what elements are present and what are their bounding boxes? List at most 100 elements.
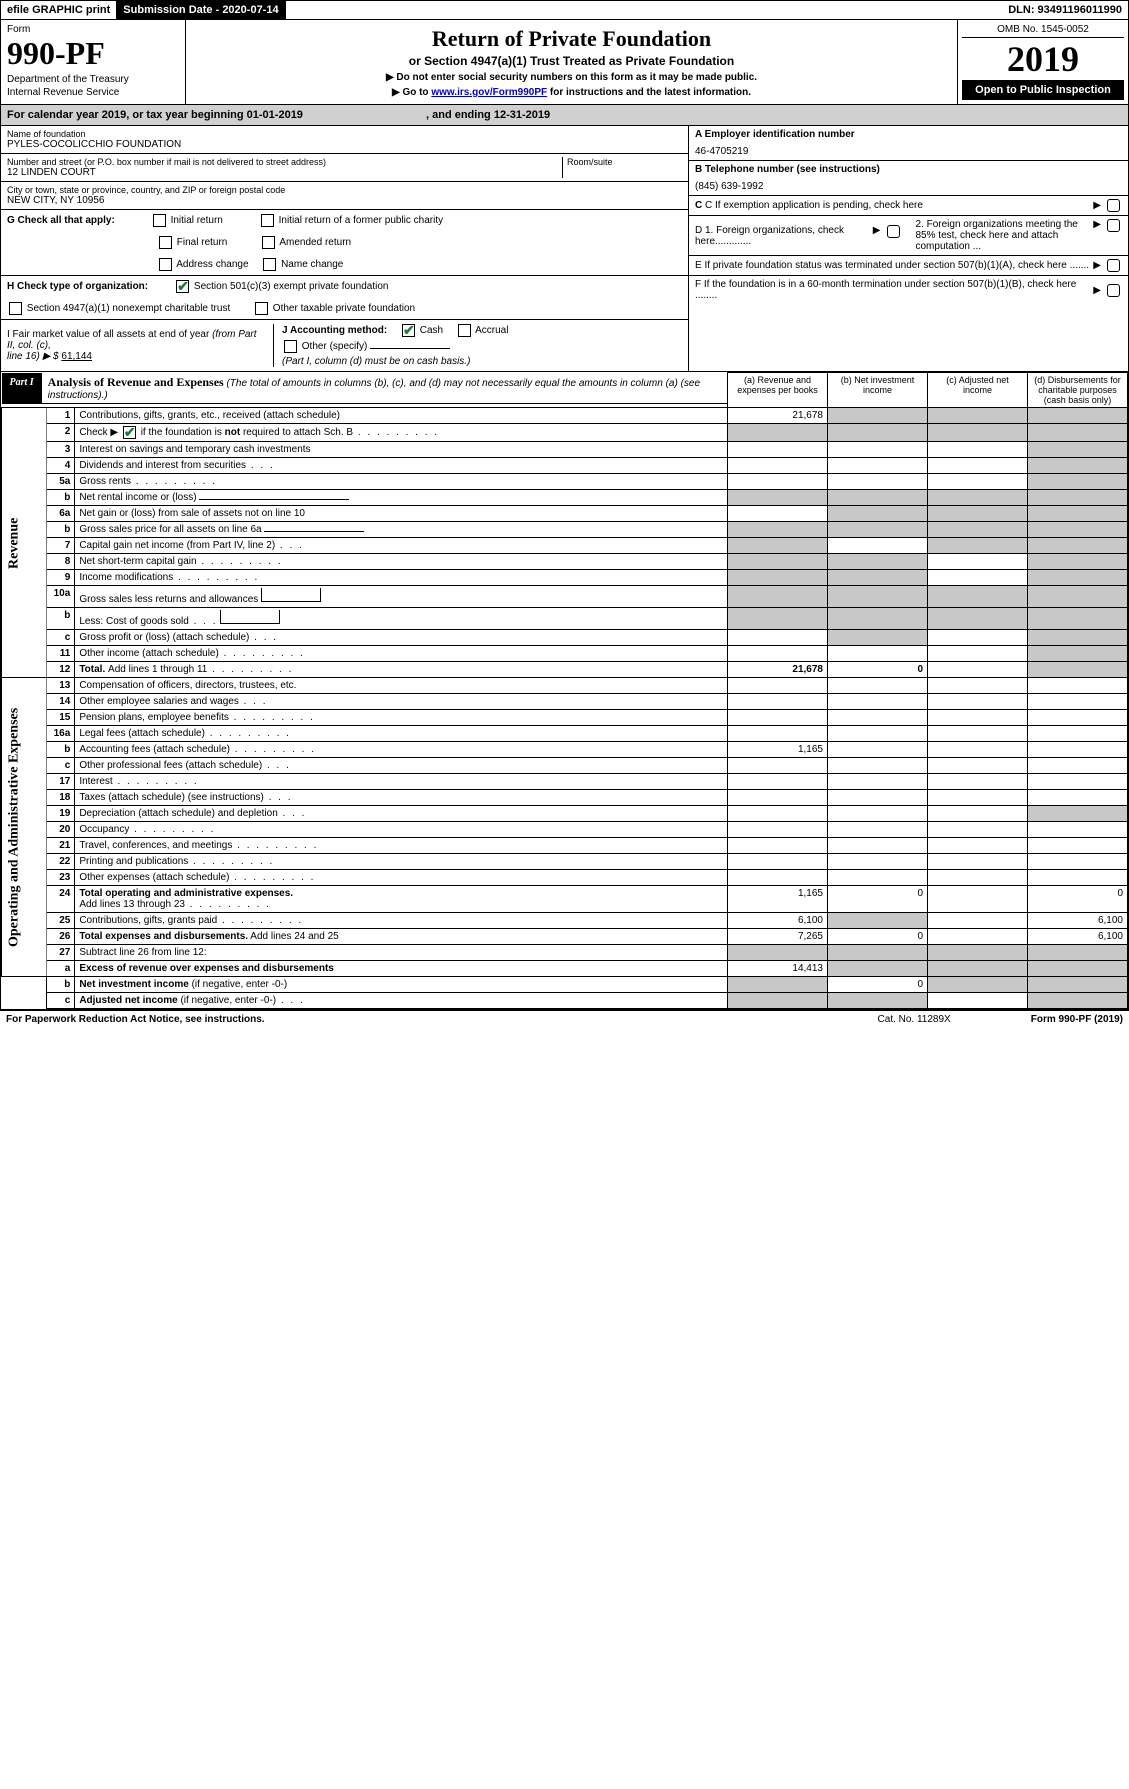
header-row: Form 990-PF Department of the Treasury I… (1, 20, 1128, 104)
d2-checkbox[interactable] (1107, 219, 1120, 232)
table-row: 6aNet gain or (loss) from sale of assets… (2, 506, 1128, 522)
irs-link[interactable]: www.irs.gov/Form990PF (431, 87, 547, 98)
table-row: bNet rental income or (loss) (2, 490, 1128, 506)
calendar-year-row: For calendar year 2019, or tax year begi… (1, 104, 1128, 126)
table-row: 10aGross sales less returns and allowanc… (2, 586, 1128, 608)
table-row: 20Occupancy (2, 822, 1128, 838)
table-row: 8Net short-term capital gain (2, 554, 1128, 570)
info-left: Name of foundation PYLES-COCOLICCHIO FOU… (1, 126, 688, 371)
col-a-header: (a) Revenue and expenses per books (728, 373, 828, 408)
col-b-header: (b) Net investment income (828, 373, 928, 408)
sec4947-checkbox[interactable] (9, 302, 22, 315)
col-c-header: (c) Adjusted net income (928, 373, 1028, 408)
efile-label: efile GRAPHIC print (1, 1, 117, 19)
ssn-note: ▶ Do not enter social security numbers o… (192, 72, 951, 83)
table-row: 24Total operating and administrative exp… (2, 886, 1128, 913)
d-row: D 1. Foreign organizations, check here..… (689, 216, 1128, 256)
c-checkbox[interactable] (1107, 199, 1120, 212)
table-row: 15Pension plans, employee benefits (2, 710, 1128, 726)
initial-return-checkbox[interactable] (153, 214, 166, 227)
foundation-name-cell: Name of foundation PYLES-COCOLICCHIO FOU… (1, 126, 688, 154)
info-right: A Employer identification number 46-4705… (688, 126, 1128, 371)
year-box: OMB No. 1545-0052 2019 Open to Public In… (958, 20, 1128, 104)
table-row: 27Subtract line 26 from line 12: (2, 945, 1128, 961)
tax-year: 2019 (962, 38, 1124, 80)
e-row: E If private foundation status was termi… (689, 256, 1128, 276)
col-d-header: (d) Disbursements for charitable purpose… (1028, 373, 1128, 408)
city-cell: City or town, state or province, country… (1, 182, 688, 210)
ij-row: I Fair market value of all assets at end… (1, 320, 688, 371)
revenue-side-label: Revenue (2, 408, 47, 678)
table-row: 11Other income (attach schedule) (2, 646, 1128, 662)
cash-checkbox[interactable] (402, 324, 415, 337)
name-change-checkbox[interactable] (263, 258, 276, 271)
e-checkbox[interactable] (1107, 259, 1120, 272)
f-row: F If the foundation is in a 60-month ter… (689, 276, 1128, 304)
info-grid: Name of foundation PYLES-COCOLICCHIO FOU… (1, 126, 1128, 372)
form-word: Form (7, 24, 179, 35)
form-container: efile GRAPHIC print Submission Date - 20… (0, 0, 1129, 1010)
table-row: bAccounting fees (attach schedule)1,165 (2, 742, 1128, 758)
f-checkbox[interactable] (1107, 284, 1120, 297)
table-row: 16aLegal fees (attach schedule) (2, 726, 1128, 742)
d1-checkbox[interactable] (887, 225, 900, 238)
schb-checkbox[interactable] (123, 426, 136, 439)
table-row: 17Interest (2, 774, 1128, 790)
table-row: 5aGross rents (2, 474, 1128, 490)
table-row: bGross sales price for all assets on lin… (2, 522, 1128, 538)
form-number: 990-PF (7, 35, 179, 72)
form-ref: Form 990-PF (2019) (1031, 1014, 1123, 1025)
table-row: aExcess of revenue over expenses and dis… (2, 961, 1128, 977)
irs-label: Internal Revenue Service (7, 87, 179, 98)
table-row: 19Depreciation (attach schedule) and dep… (2, 806, 1128, 822)
dept-treasury: Department of the Treasury (7, 74, 179, 85)
form-title: Return of Private Foundation (192, 26, 951, 52)
table-row: 7Capital gain net income (from Part IV, … (2, 538, 1128, 554)
initial-former-checkbox[interactable] (261, 214, 274, 227)
address-cell: Number and street (or P.O. box number if… (1, 154, 688, 182)
part1-tag: Part I (2, 373, 42, 404)
pra-notice: For Paperwork Reduction Act Notice, see … (6, 1014, 265, 1025)
final-return-checkbox[interactable] (159, 236, 172, 249)
fmv-value: 61,144 (61, 351, 92, 362)
form-box: Form 990-PF Department of the Treasury I… (1, 20, 186, 104)
table-row: Revenue 1Contributions, gifts, grants, e… (2, 408, 1128, 424)
other-method-checkbox[interactable] (284, 340, 297, 353)
table-row: 21Travel, conferences, and meetings (2, 838, 1128, 854)
table-row: 12Total. Add lines 1 through 1121,6780 (2, 662, 1128, 678)
table-row: 18Taxes (attach schedule) (see instructi… (2, 790, 1128, 806)
phone-cell: B Telephone number (see instructions) (8… (689, 161, 1128, 196)
address-change-checkbox[interactable] (159, 258, 172, 271)
title-box: Return of Private Foundation or Section … (186, 20, 958, 104)
table-row: Operating and Administrative Expenses 13… (2, 678, 1128, 694)
cat-no: Cat. No. 11289X (878, 1014, 951, 1025)
omb-number: OMB No. 1545-0052 (962, 24, 1124, 38)
goto-note: ▶ Go to www.irs.gov/Form990PF for instru… (192, 87, 951, 98)
submission-date: Submission Date - 2020-07-14 (117, 1, 285, 19)
part1-header: Part I Analysis of Revenue and Expenses … (2, 373, 728, 404)
part1-title: Analysis of Revenue and Expenses (The to… (42, 373, 727, 404)
table-row: cGross profit or (loss) (attach schedule… (2, 630, 1128, 646)
top-bar: efile GRAPHIC print Submission Date - 20… (1, 1, 1128, 20)
table-row: 9Income modifications (2, 570, 1128, 586)
sec501-checkbox[interactable] (176, 280, 189, 293)
form-subtitle: or Section 4947(a)(1) Trust Treated as P… (192, 54, 951, 68)
c-row: C C If exemption application is pending,… (689, 196, 1128, 216)
table-row: 2Check ▶ if the foundation is not requir… (2, 424, 1128, 442)
other-taxable-checkbox[interactable] (255, 302, 268, 315)
table-row: 3Interest on savings and temporary cash … (2, 442, 1128, 458)
table-row: 14Other employee salaries and wages (2, 694, 1128, 710)
amended-return-checkbox[interactable] (262, 236, 275, 249)
expenses-side-label: Operating and Administrative Expenses (2, 678, 47, 977)
h-row: H Check type of organization: Section 50… (1, 276, 688, 320)
table-row: 4Dividends and interest from securities (2, 458, 1128, 474)
table-row: cOther professional fees (attach schedul… (2, 758, 1128, 774)
g-row: G Check all that apply: Initial return I… (1, 210, 688, 276)
table-row: bNet investment income (if negative, ent… (2, 977, 1128, 993)
open-public: Open to Public Inspection (962, 80, 1124, 100)
table-row: 23Other expenses (attach schedule) (2, 870, 1128, 886)
table-row: bLess: Cost of goods sold (2, 608, 1128, 630)
accrual-checkbox[interactable] (458, 324, 471, 337)
table-row: 25Contributions, gifts, grants paid6,100… (2, 913, 1128, 929)
table-row: cAdjusted net income (if negative, enter… (2, 993, 1128, 1009)
